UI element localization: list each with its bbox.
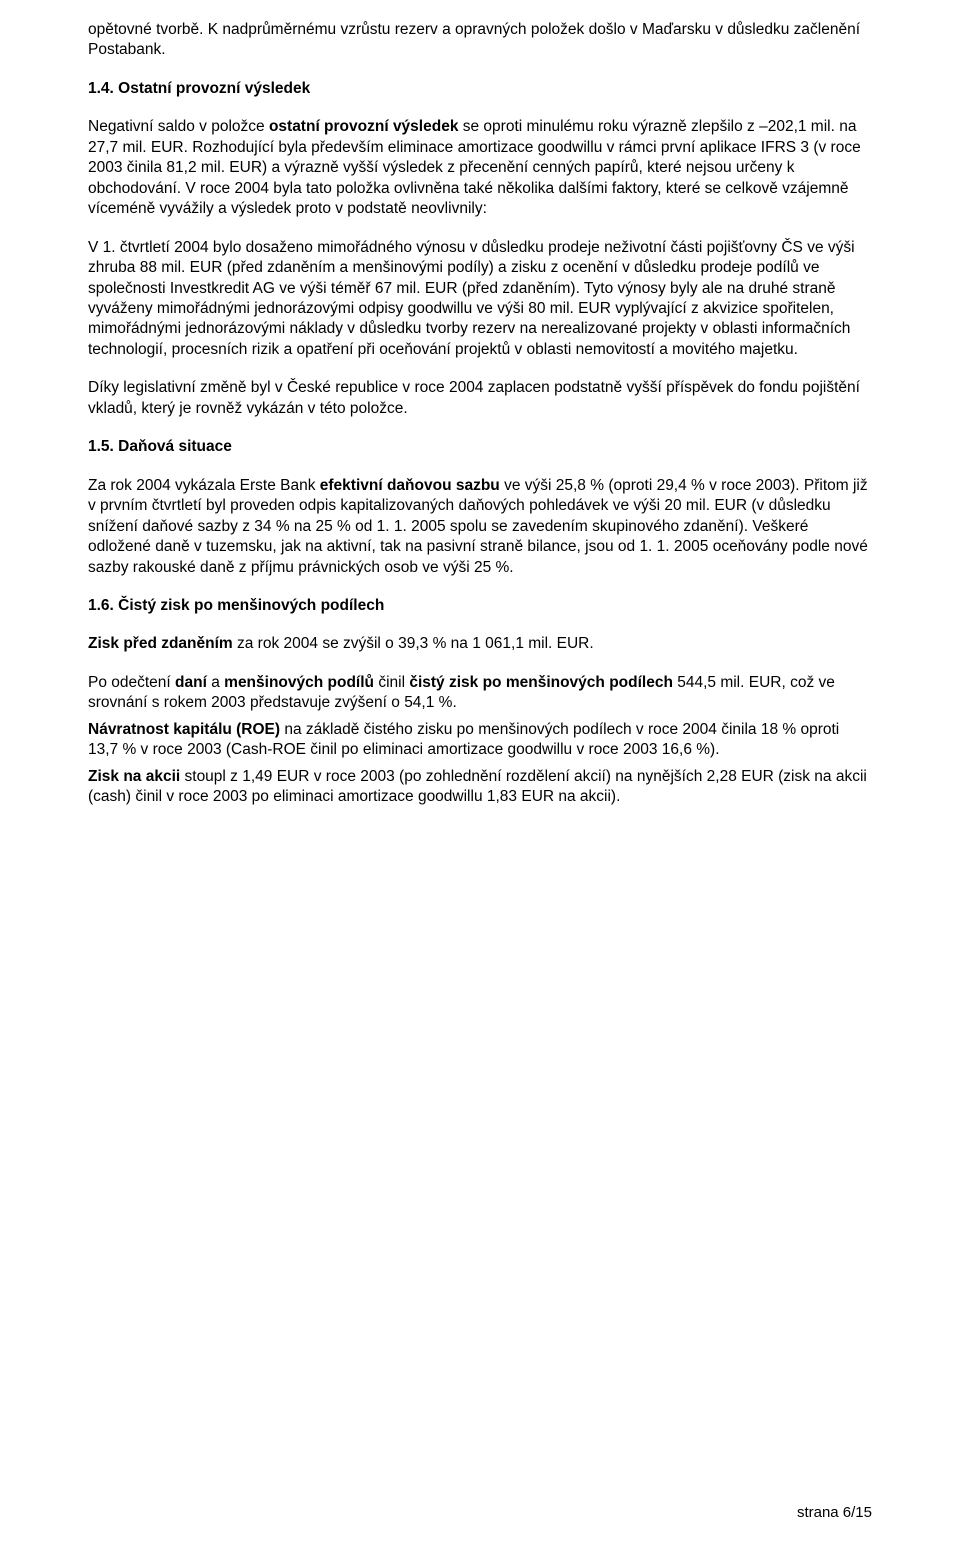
document-page: opětovné tvorbě. K nadprůměrnému vzrůstu… xyxy=(0,0,960,1547)
text-run: činil xyxy=(374,674,409,691)
paragraph-1-5: Za rok 2004 vykázala Erste Bank efektivn… xyxy=(88,476,872,578)
paragraph-1-6-d: Zisk na akcii stoupl z 1,49 EUR v roce 2… xyxy=(88,767,872,808)
bold-run: Zisk na akcii xyxy=(88,768,180,785)
text-run: za rok 2004 se zvýšil o 39,3 % na 1 061,… xyxy=(233,635,594,652)
heading-1-6: 1.6. Čistý zisk po menšinových podílech xyxy=(88,596,872,616)
text-run: a xyxy=(207,674,224,691)
text-run: Po odečtení xyxy=(88,674,175,691)
heading-1-4: 1.4. Ostatní provozní výsledek xyxy=(88,79,872,99)
text-run: Za rok 2004 vykázala Erste Bank xyxy=(88,477,320,494)
paragraph-1-4-a: Negativní saldo v položce ostatní provoz… xyxy=(88,117,872,219)
paragraph-1-6-b: Po odečtení daní a menšinových podílů či… xyxy=(88,673,872,714)
bold-run: menšinových podílů xyxy=(224,674,374,691)
paragraph-1-6-c: Návratnost kapitálu (ROE) na základě čis… xyxy=(88,720,872,761)
page-footer: strana 6/15 xyxy=(797,1503,872,1523)
bold-run: efektivní daňovou sazbu xyxy=(320,477,500,494)
paragraph-1-6-a: Zisk před zdaněním za rok 2004 se zvýšil… xyxy=(88,634,872,654)
heading-1-5: 1.5. Daňová situace xyxy=(88,437,872,457)
paragraph-1-4-c: Díky legislativní změně byl v České repu… xyxy=(88,378,872,419)
text-run: Negativní saldo v položce xyxy=(88,118,269,135)
bold-run: ostatní provozní výsledek xyxy=(269,118,459,135)
text-run: stoupl z 1,49 EUR v roce 2003 (po zohled… xyxy=(88,768,867,805)
bold-run: čistý zisk po menšinových podílech xyxy=(409,674,673,691)
bold-run: daní xyxy=(175,674,207,691)
paragraph-1-4-b: V 1. čtvrtletí 2004 bylo dosaženo mimořá… xyxy=(88,238,872,361)
bold-run: Zisk před zdaněním xyxy=(88,635,233,652)
paragraph-intro: opětovné tvorbě. K nadprůměrnému vzrůstu… xyxy=(88,20,872,61)
bold-run: Návratnost kapitálu (ROE) xyxy=(88,721,280,738)
